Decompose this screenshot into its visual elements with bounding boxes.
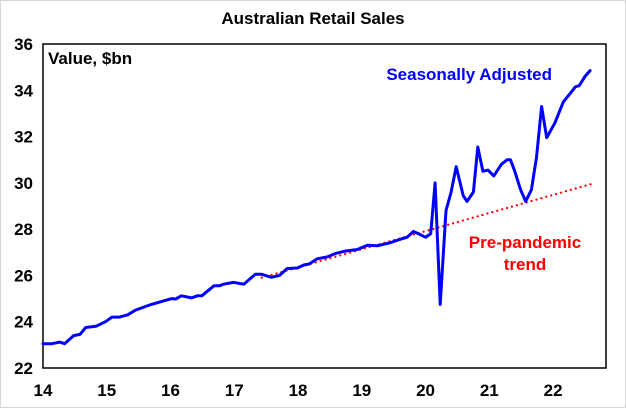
chart-title: Australian Retail Sales xyxy=(221,9,404,28)
x-tick-label: 21 xyxy=(480,381,499,400)
pre-pandemic-trend-line xyxy=(260,181,597,279)
y-tick-label: 32 xyxy=(14,128,33,147)
x-tick-label: 22 xyxy=(544,381,563,400)
x-tick-label: 18 xyxy=(289,381,308,400)
plot-frame xyxy=(42,43,607,369)
x-tick-label: 17 xyxy=(225,381,244,400)
unit-label: Value, $bn xyxy=(48,49,132,68)
y-tick-label: 30 xyxy=(14,174,33,193)
y-tick-label: 34 xyxy=(14,81,33,100)
x-axis: 14 15 16 17 18 19 20 21 22 xyxy=(34,381,563,400)
trend-label-line1: Pre-pandemic xyxy=(469,233,581,252)
x-tick-label: 16 xyxy=(161,381,180,400)
trend-label-line2: trend xyxy=(504,255,547,274)
series-label-seasonally-adjusted: Seasonally Adjusted xyxy=(386,65,552,84)
x-tick-label: 14 xyxy=(34,381,53,400)
x-tick-label: 15 xyxy=(97,381,116,400)
x-tick-label: 20 xyxy=(416,381,435,400)
y-tick-label: 24 xyxy=(14,313,33,332)
x-tick-label: 19 xyxy=(352,381,371,400)
y-tick-label: 36 xyxy=(14,35,33,54)
y-tick-label: 26 xyxy=(14,266,33,285)
y-tick-label: 22 xyxy=(14,359,33,378)
seasonally-adjusted-line xyxy=(41,69,592,346)
series-lines xyxy=(41,69,597,346)
y-tick-label: 28 xyxy=(14,220,33,239)
y-axis: 22 24 26 28 30 32 34 36 xyxy=(14,35,33,378)
